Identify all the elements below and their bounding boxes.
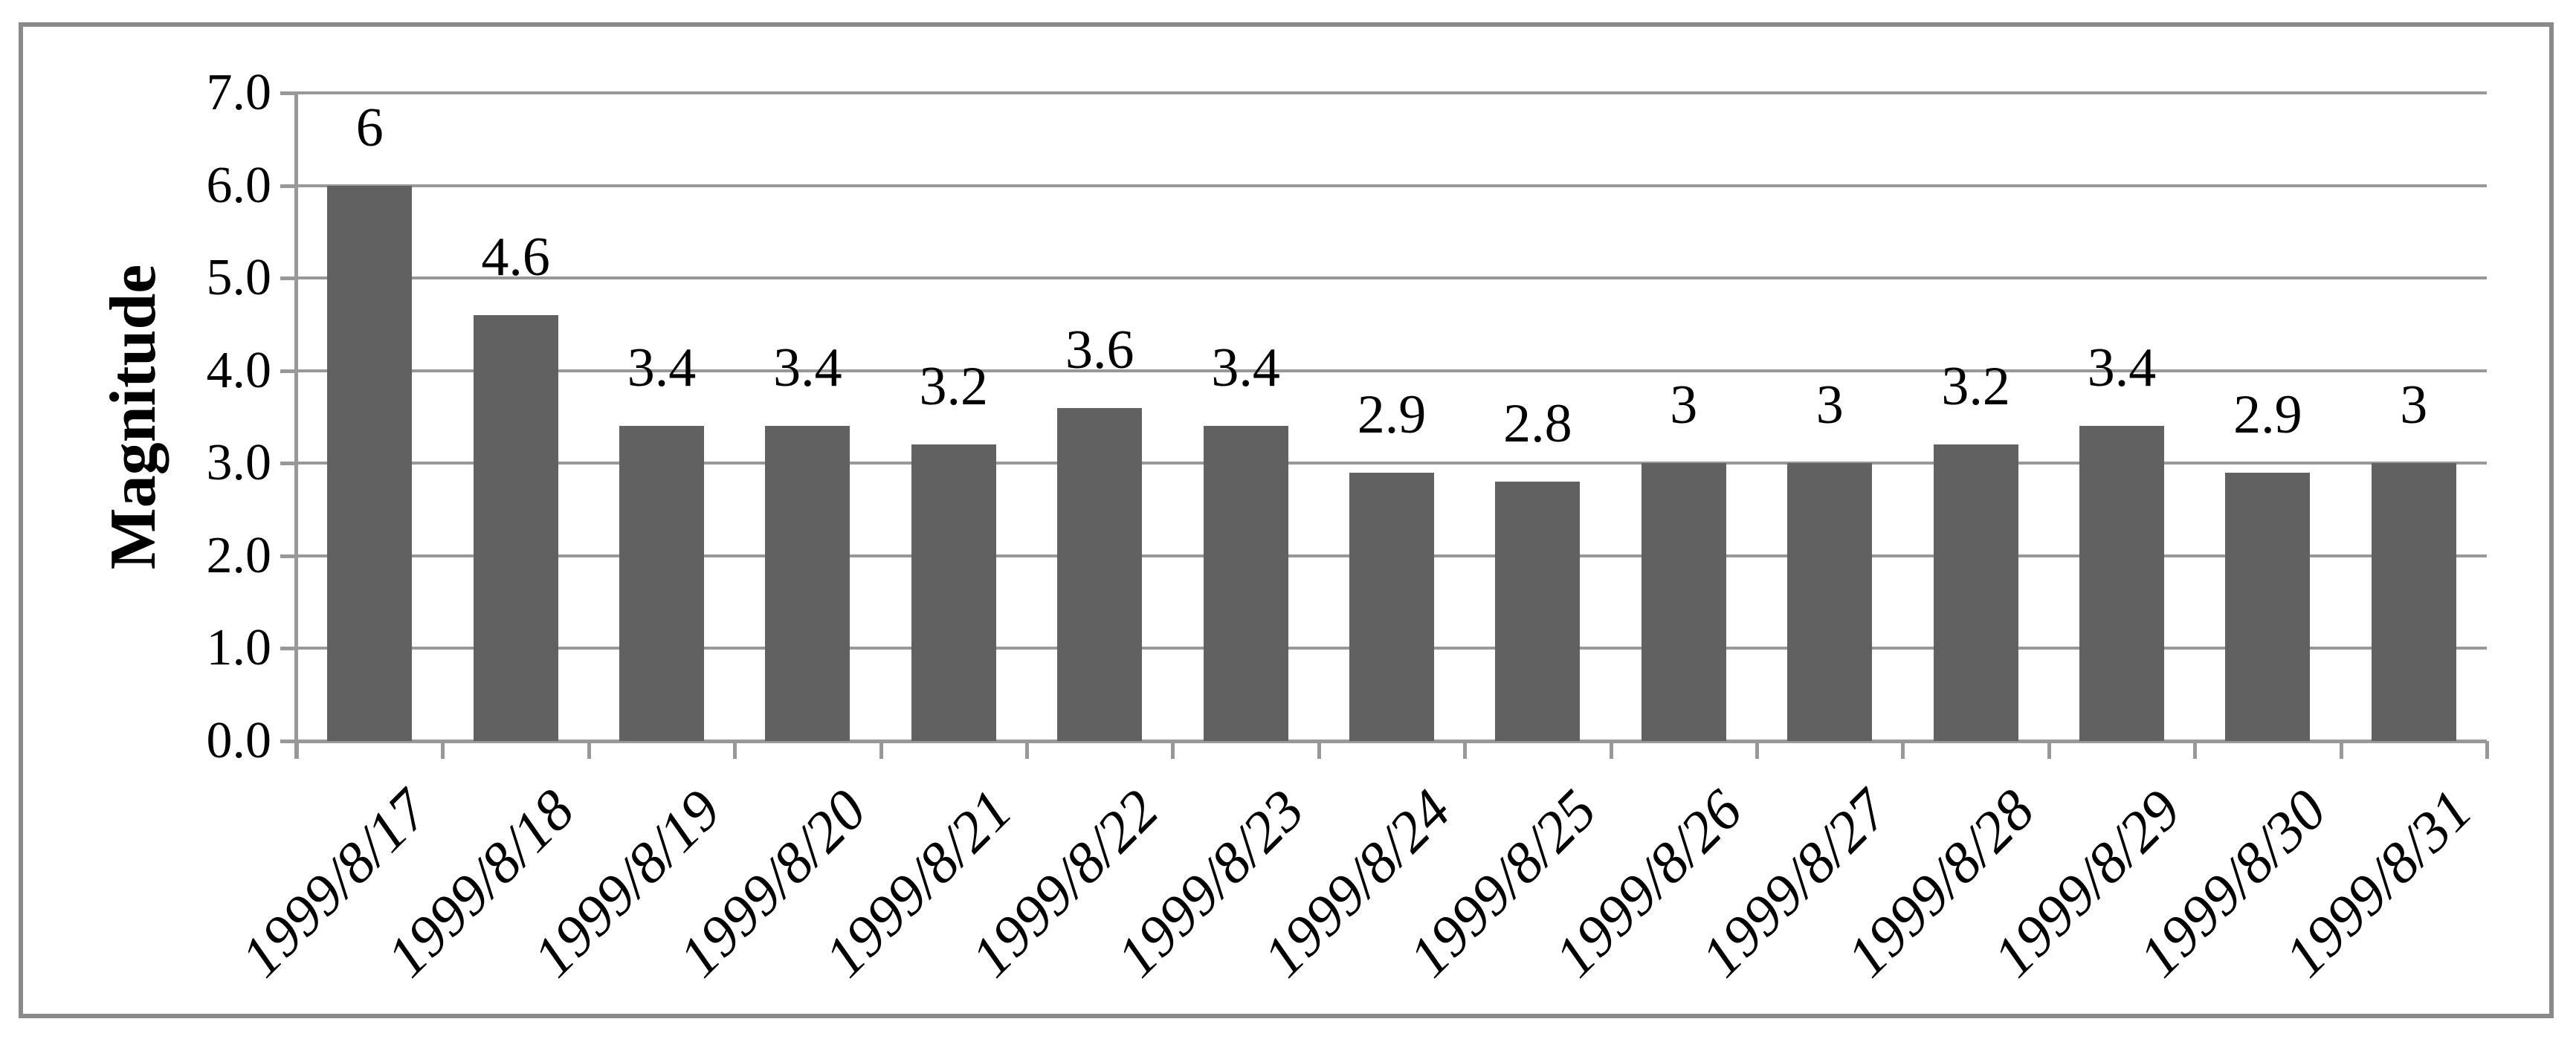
bar-value-label: 3.4 [773, 337, 842, 399]
gridline [297, 184, 2487, 187]
y-axis-tick-label: 0.0 [206, 712, 272, 769]
bar [1057, 407, 1143, 741]
bar [473, 314, 558, 741]
bar [1933, 444, 2018, 741]
bar-value-label: 3 [2400, 375, 2428, 436]
x-axis-tick [1317, 741, 1321, 759]
bar-value-label: 3.6 [1065, 319, 1134, 381]
bar [765, 426, 850, 741]
gridline [297, 91, 2487, 94]
bar [2225, 472, 2311, 741]
x-axis-tick [1463, 741, 1468, 759]
bar [1495, 482, 1581, 741]
y-axis-line [294, 93, 298, 759]
y-axis-tick [280, 184, 297, 188]
bar [2079, 426, 2164, 741]
bar-value-label: 3.2 [1941, 356, 2010, 418]
x-axis-tick [1901, 741, 1905, 759]
bar [2371, 463, 2456, 741]
y-axis-tick-label: 2.0 [206, 526, 272, 584]
bar-value-label: 3.4 [627, 337, 697, 399]
bar-value-label: 2.9 [2233, 384, 2302, 445]
x-axis-tick [1755, 741, 1759, 759]
y-axis-tick-label: 5.0 [206, 249, 272, 307]
y-axis-tick [280, 91, 297, 95]
bar-value-label: 3.4 [1211, 337, 1280, 399]
bar [619, 426, 704, 741]
x-axis-tick [2485, 741, 2489, 759]
x-axis-tick [295, 741, 299, 759]
x-axis-tick [2339, 741, 2343, 759]
x-axis-tick [2193, 741, 2198, 759]
bar-value-label: 3.4 [2087, 337, 2157, 399]
y-axis-tick-label: 7.0 [206, 64, 272, 121]
y-axis-tick-label: 3.0 [206, 434, 272, 492]
y-axis-tick [280, 647, 297, 651]
x-axis-tick [733, 741, 737, 759]
bar [1641, 463, 1726, 741]
y-axis-title: Magnitude [97, 264, 170, 570]
bar-value-label: 3 [1815, 375, 1844, 436]
x-axis-tick [2047, 741, 2051, 759]
y-axis-tick [280, 276, 297, 281]
x-axis-tick [1171, 741, 1175, 759]
y-axis-tick [280, 369, 297, 373]
gridline [297, 462, 2487, 465]
y-axis-tick [280, 554, 297, 558]
bar [1349, 472, 1434, 741]
x-axis-line [280, 740, 2487, 743]
x-axis-tick [879, 741, 883, 759]
bar-value-label: 2.9 [1357, 384, 1427, 445]
bar [911, 444, 996, 741]
y-axis-tick [280, 462, 297, 466]
y-axis-tick-label: 1.0 [206, 619, 272, 677]
bar-value-label: 6 [355, 97, 384, 158]
x-axis-tick [1609, 741, 1613, 759]
x-axis-tick [1025, 741, 1029, 759]
x-axis-tick [587, 741, 591, 759]
gridline [297, 276, 2487, 280]
y-axis-tick-label: 4.0 [206, 341, 272, 399]
gridline [297, 369, 2487, 372]
bar [327, 185, 413, 741]
y-axis-tick-label: 6.0 [206, 156, 272, 214]
bar-value-label: 3 [1670, 375, 1698, 436]
bar-value-label: 2.8 [1503, 393, 1572, 455]
x-axis-tick [441, 741, 445, 759]
bar [1787, 463, 1873, 741]
bar-value-label: 4.6 [481, 226, 550, 288]
bar [1203, 426, 1288, 741]
bar-value-label: 3.2 [919, 356, 989, 418]
